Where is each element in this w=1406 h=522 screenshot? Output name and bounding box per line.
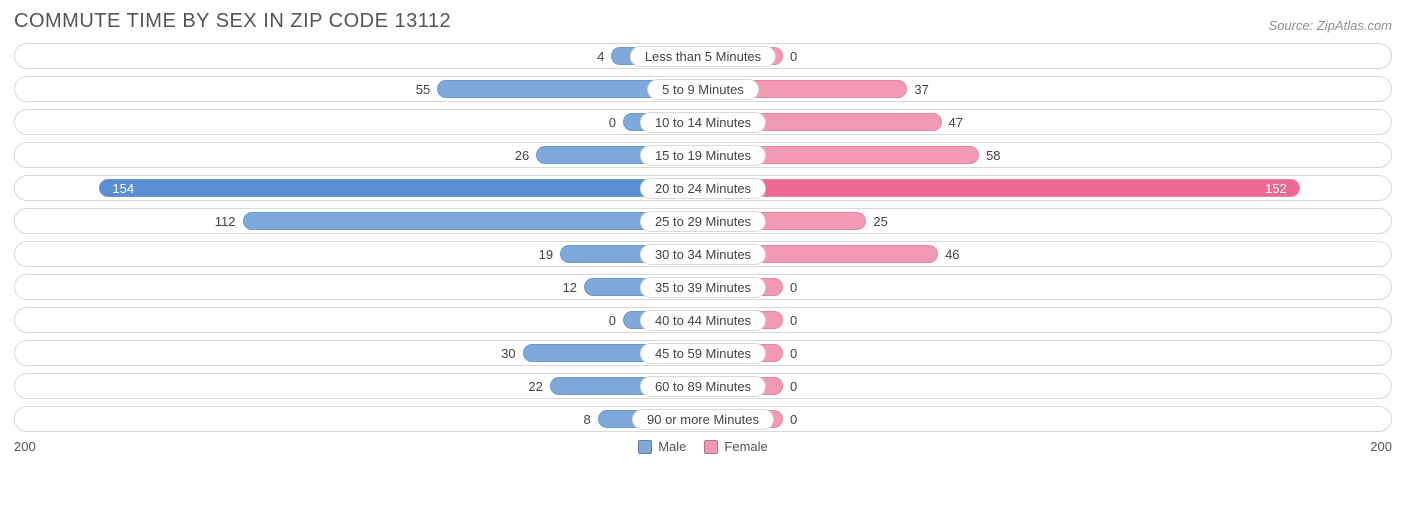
value-female: 0 <box>790 275 797 299</box>
chart-rows: 4 0 Less than 5 Minutes 55 37 5 to 9 Minutes 0… <box>14 43 1392 432</box>
legend-item-female: Female <box>704 439 767 454</box>
bar-male <box>243 212 703 230</box>
value-female: 0 <box>790 44 797 68</box>
value-female: 0 <box>790 407 797 431</box>
chart-footer: 200 Male Female 200 <box>14 439 1392 454</box>
chart-row: 4 0 Less than 5 Minutes <box>14 43 1392 69</box>
value-male: 8 <box>583 407 590 431</box>
category-label: 90 or more Minutes <box>632 409 774 430</box>
category-label: 10 to 14 Minutes <box>640 112 766 133</box>
chart-legend: Male Female <box>638 439 768 454</box>
value-female: 0 <box>790 341 797 365</box>
category-label: 40 to 44 Minutes <box>640 310 766 331</box>
chart-title: COMMUTE TIME BY SEX IN ZIP CODE 13112 <box>14 10 451 33</box>
category-label: 5 to 9 Minutes <box>647 79 759 100</box>
category-label-wrap: 60 to 89 Minutes <box>640 374 766 398</box>
category-label: 60 to 89 Minutes <box>640 376 766 397</box>
category-label: 30 to 34 Minutes <box>640 244 766 265</box>
value-female: 47 <box>949 110 963 134</box>
category-label-wrap: 10 to 14 Minutes <box>640 110 766 134</box>
value-female: 0 <box>790 374 797 398</box>
value-female: 46 <box>945 242 959 266</box>
chart-row: 0 0 40 to 44 Minutes <box>14 307 1392 333</box>
chart-row: 55 37 5 to 9 Minutes <box>14 76 1392 102</box>
value-female: 0 <box>790 308 797 332</box>
category-label-wrap: 20 to 24 Minutes <box>640 176 766 200</box>
value-male: 112 <box>215 209 236 233</box>
category-label-wrap: 35 to 39 Minutes <box>640 275 766 299</box>
chart-row: 154 152 20 to 24 Minutes <box>14 175 1392 201</box>
chart-header: COMMUTE TIME BY SEX IN ZIP CODE 13112 So… <box>14 10 1392 33</box>
chart-row: 30 0 45 to 59 Minutes <box>14 340 1392 366</box>
legend-swatch-male <box>638 440 652 454</box>
chart-row: 19 46 30 to 34 Minutes <box>14 241 1392 267</box>
value-male: 19 <box>539 242 553 266</box>
value-male: 55 <box>416 77 430 101</box>
chart-source: Source: ZipAtlas.com <box>1268 18 1392 33</box>
chart-row: 26 58 15 to 19 Minutes <box>14 142 1392 168</box>
category-label-wrap: 5 to 9 Minutes <box>647 77 759 101</box>
chart-container: COMMUTE TIME BY SEX IN ZIP CODE 13112 So… <box>0 0 1406 462</box>
value-male: 0 <box>609 308 616 332</box>
value-female: 25 <box>873 209 887 233</box>
chart-row: 22 0 60 to 89 Minutes <box>14 373 1392 399</box>
value-male: 4 <box>597 44 604 68</box>
value-female: 58 <box>986 143 1000 167</box>
category-label-wrap: Less than 5 Minutes <box>630 44 776 68</box>
category-label-wrap: 45 to 59 Minutes <box>640 341 766 365</box>
bar-female <box>703 179 1300 197</box>
legend-label-female: Female <box>724 439 767 454</box>
value-male: 26 <box>515 143 529 167</box>
category-label-wrap: 30 to 34 Minutes <box>640 242 766 266</box>
category-label: 45 to 59 Minutes <box>640 343 766 364</box>
chart-row: 112 25 25 to 29 Minutes <box>14 208 1392 234</box>
category-label-wrap: 40 to 44 Minutes <box>640 308 766 332</box>
legend-swatch-female <box>704 440 718 454</box>
category-label: 20 to 24 Minutes <box>640 178 766 199</box>
value-male: 22 <box>528 374 542 398</box>
axis-label-right: 200 <box>1370 439 1392 454</box>
axis-label-left: 200 <box>14 439 36 454</box>
value-male: 154 <box>112 176 134 200</box>
category-label-wrap: 15 to 19 Minutes <box>640 143 766 167</box>
value-female: 37 <box>914 77 928 101</box>
category-label-wrap: 90 or more Minutes <box>632 407 774 431</box>
category-label: 15 to 19 Minutes <box>640 145 766 166</box>
value-male: 30 <box>501 341 515 365</box>
chart-row: 12 0 35 to 39 Minutes <box>14 274 1392 300</box>
value-male: 12 <box>563 275 577 299</box>
category-label: 35 to 39 Minutes <box>640 277 766 298</box>
legend-item-male: Male <box>638 439 686 454</box>
legend-label-male: Male <box>658 439 686 454</box>
value-male: 0 <box>609 110 616 134</box>
value-female: 152 <box>1265 176 1287 200</box>
category-label: 25 to 29 Minutes <box>640 211 766 232</box>
category-label: Less than 5 Minutes <box>630 46 776 67</box>
chart-row: 0 47 10 to 14 Minutes <box>14 109 1392 135</box>
category-label-wrap: 25 to 29 Minutes <box>640 209 766 233</box>
bar-male <box>99 179 703 197</box>
chart-row: 8 0 90 or more Minutes <box>14 406 1392 432</box>
